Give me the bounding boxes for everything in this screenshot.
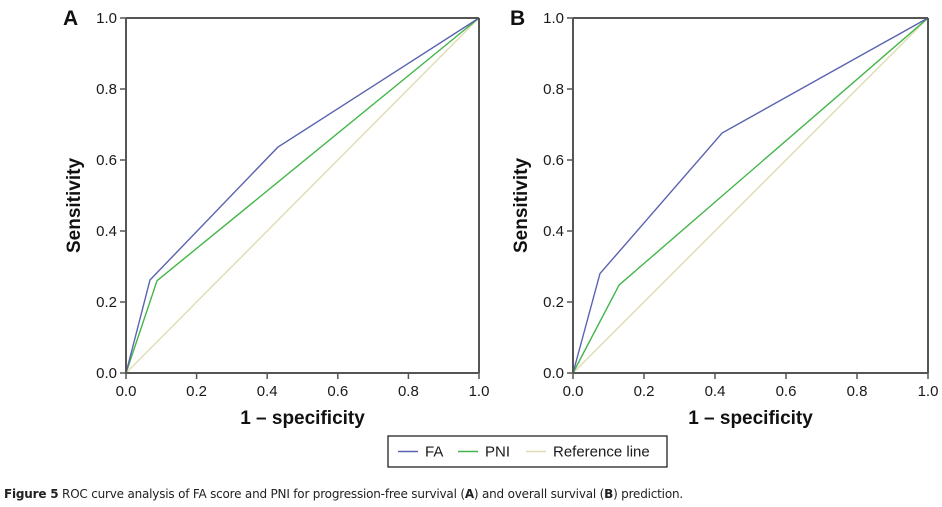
panel-a-x-tick-label: 1.0	[469, 383, 490, 400]
panel-b-y-axis-title: Sensitivity	[511, 158, 532, 253]
panel-a-series-pni	[125, 17, 480, 374]
caption-text-1: ROC curve analysis of FA score and PNI f…	[58, 487, 465, 501]
panel-a-y-tick-label: 1.0	[96, 10, 117, 27]
panel-a-y-tick-label: 0.6	[96, 152, 117, 169]
panel-b-x-tick-label: 0.0	[563, 383, 584, 400]
panel-b-y-tick-label: 0.2	[543, 294, 564, 311]
roc-figure: 0.0 0.2 0.4 0.6 0.8 1.0 0.0 0.2 0.4 0.6 0.8 1.0 1 – …	[63, 7, 939, 468]
panel-a-y-tick-label: 0.4	[96, 223, 117, 240]
panel-b-series-fa	[572, 17, 929, 374]
caption-bold-b: B	[604, 487, 614, 501]
panel-b-series-reference-line	[572, 17, 929, 374]
caption-text-3: ) prediction.	[613, 487, 683, 501]
panel-a-x-tick-label: 0.2	[186, 383, 207, 400]
panel-b-label: B	[510, 7, 525, 30]
panel-a-x-tick-label: 0.4	[257, 383, 278, 400]
legend-label-pni: PNI	[485, 444, 510, 461]
caption-prefix: Figure 5	[4, 487, 59, 501]
caption-bold-a: A	[464, 487, 474, 501]
panel-a-y-tick-label: 0.2	[96, 294, 117, 311]
legend-label-fa: FA	[425, 444, 443, 461]
panel-a-y-tick-label: 0.0	[96, 365, 117, 382]
panel-a-y-axis-title: Sensitivity	[64, 158, 85, 253]
panel-a-x-axis-title: 1 – specificity	[240, 408, 365, 429]
panel-a-x-tick-label: 0.6	[327, 383, 348, 400]
panel-b-x-tick-label: 1.0	[918, 383, 939, 400]
caption-text-2: ) and overall survival (	[473, 487, 605, 501]
panel-b-y-tick-label: 0.0	[543, 365, 564, 382]
panel-a-x-tick-label: 0.8	[398, 383, 419, 400]
panel-b-x-tick-label: 0.2	[634, 383, 655, 400]
panel-a-series-fa	[125, 17, 480, 374]
panel-b-x-tick-label: 0.8	[847, 383, 868, 400]
panel-a-y-tick-label: 0.8	[96, 81, 117, 98]
panel-b-y-tick-label: 1.0	[543, 10, 564, 27]
legend-label-reference-line: Reference line	[553, 444, 650, 461]
panel-b-y-tick-label: 0.4	[543, 223, 564, 240]
panel-b-series-pni	[572, 17, 929, 374]
panel-b-x-axis-title: 1 – specificity	[688, 408, 813, 429]
panel-a-series-reference-line	[125, 17, 480, 374]
panel-b-y-tick-label: 0.6	[543, 152, 564, 169]
figure-caption: Figure 5 ROC curve analysis of FA score …	[4, 487, 683, 501]
panel-b-y-tick-label: 0.8	[543, 81, 564, 98]
panel-a-x-tick-label: 0.0	[116, 383, 137, 400]
panel-b-x-tick-label: 0.4	[705, 383, 726, 400]
panel-b-x-tick-label: 0.6	[776, 383, 797, 400]
panel-a-label: A	[63, 7, 78, 30]
